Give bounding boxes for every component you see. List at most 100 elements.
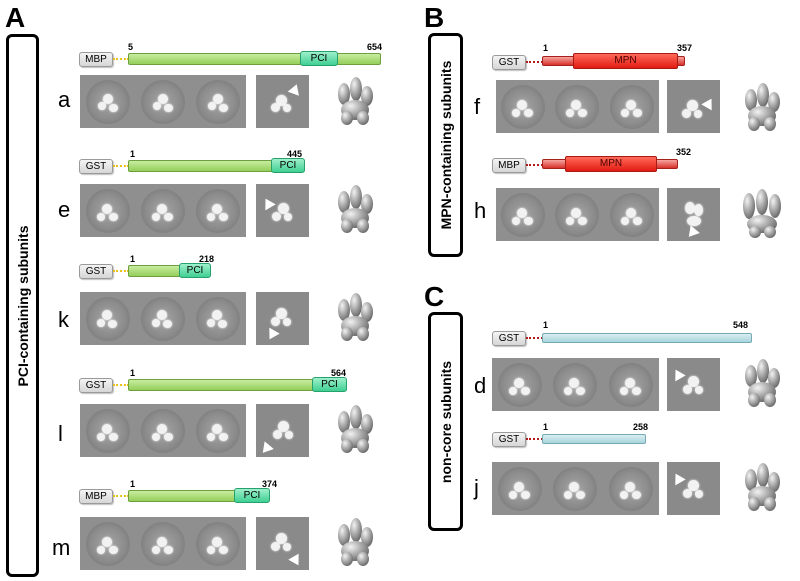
row-label: h [474,198,487,223]
class-average [667,358,720,411]
particle-image [555,192,600,237]
linker [526,337,543,341]
tag-mbp: MBP [492,158,526,173]
class-average [256,517,309,570]
row-label: d [474,373,487,398]
linker [113,384,129,388]
residue-start: 1 [130,149,136,159]
class-average [667,188,720,241]
particle-images [80,292,246,345]
particle-images [492,358,659,411]
residue-end: 258 [633,422,649,432]
linker [526,164,543,168]
pci-domain: PCI [271,158,305,173]
particle-image [140,188,185,233]
particle-images [496,188,659,241]
particle-image [196,521,241,566]
panel-C-side-box: non-core subunits [428,312,463,531]
pci-domain: PCI [300,51,338,66]
pci-domain: PCI [312,377,347,392]
3d-model-icon [743,189,781,238]
3d-model-icon [745,463,780,511]
particle-images [80,404,246,457]
3d-model-icon [338,293,373,341]
tag-gst: GST [79,159,113,174]
particle-images [80,517,246,570]
panel-A-letter: A [5,2,26,33]
3d-model-icon [338,77,373,125]
row-label: f [474,94,481,119]
particle-image [196,79,241,124]
protein-bar [128,53,381,65]
arrowhead-icon [670,366,686,382]
particle-image [196,296,241,341]
residue-end: 374 [262,479,278,489]
particle-image [609,362,654,407]
linker [113,165,129,169]
particle-image [609,466,654,511]
residue-end: 357 [677,43,693,53]
panel-B-side-box: MPN-containing subunits [428,33,463,257]
linker [113,58,129,62]
particle-image [555,84,600,129]
row-label: k [58,307,69,332]
residue-start: 1 [543,422,549,432]
particle-image [140,79,185,124]
tag-gst: GST [492,55,526,70]
arrowhead-icon [258,441,274,457]
tag-gst: GST [79,264,113,279]
panel-A-side-box: PCI-containing subunits [6,34,39,577]
panel-B-title: MPN-containing subunits [437,60,454,230]
particle-image [553,362,598,407]
particle-image [85,188,130,233]
protein-bar [542,434,646,444]
row-label: j [474,475,479,500]
pci-domain: PCI [179,263,211,278]
particle-image [196,408,241,453]
residue-start: 1 [543,320,549,330]
arrowhead-icon [684,225,700,241]
residue-end: 218 [199,254,215,264]
class-average [667,80,720,133]
residue-start: 1 [130,254,136,264]
arrowhead-icon [264,327,280,343]
3d-model-icon [338,185,373,233]
protein-bar [542,333,752,343]
tag-mbp: MBP [79,52,113,67]
tag-gst: GST [79,378,113,393]
panel-A-title: PCI-containing subunits [14,225,31,386]
arrowhead-icon [260,195,276,211]
residue-start: 1 [130,368,136,378]
row-label: e [58,197,71,222]
particle-image [497,362,542,407]
particle-image [140,296,185,341]
class-average [667,462,720,515]
residue-end: 352 [676,147,692,157]
particle-images [492,462,659,515]
class-average [256,404,309,457]
row-label: m [52,535,71,560]
particle-image [140,408,185,453]
linker [113,270,129,274]
particle-images [80,75,246,128]
arrowhead-icon [670,470,686,486]
particle-image [497,466,542,511]
tag-gst: GST [492,331,526,346]
3d-model-icon [338,518,373,566]
residue-end: 654 [367,42,383,52]
tag-gst: GST [492,432,526,447]
particle-image [609,84,654,129]
particle-image [140,521,185,566]
linker [113,495,129,499]
particle-image [553,466,598,511]
arrowhead-icon [288,553,304,569]
class-average [256,184,309,237]
particle-image [85,296,130,341]
residue-end: 564 [331,368,347,378]
particle-image [609,192,654,237]
particle-images [80,184,246,237]
pci-domain: PCI [234,488,270,503]
linker [526,61,543,65]
residue-start: 5 [128,42,134,52]
panel-B-letter: B [424,2,445,33]
